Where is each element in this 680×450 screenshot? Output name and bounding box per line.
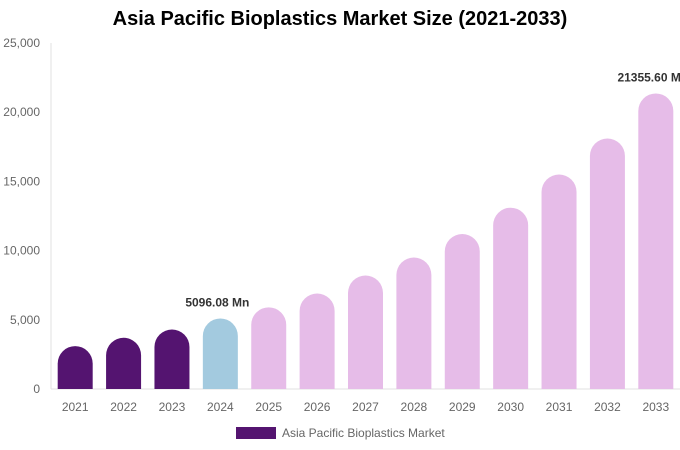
x-tick-label: 2029	[449, 400, 476, 414]
y-tick-label: 5,000	[10, 313, 40, 327]
bar-2024	[202, 318, 238, 389]
bar-2033	[638, 93, 674, 389]
y-tick-label: 10,000	[3, 244, 40, 258]
bar-2027	[348, 275, 383, 389]
legend-label: Asia Pacific Bioplastics Market	[282, 426, 445, 440]
x-tick-label: 2025	[255, 400, 282, 414]
bar-2026	[299, 293, 335, 389]
bar-2032	[589, 138, 625, 389]
data-label-2033: 21355.60 Mn	[617, 70, 680, 84]
legend-swatch	[236, 427, 276, 439]
x-tick-label: 2032	[594, 400, 621, 414]
y-tick-label: 0	[33, 382, 40, 396]
x-tick-label: 2030	[497, 400, 524, 414]
x-tick-label: 2026	[304, 400, 331, 414]
y-tick-label: 15,000	[3, 174, 40, 188]
chart-title: Asia Pacific Bioplastics Market Size (20…	[112, 8, 568, 30]
bar-2025	[251, 307, 287, 389]
data-label-2024: 5096.08 Mn	[185, 295, 249, 309]
x-tick-label: 2031	[546, 400, 573, 414]
x-tick-label: 2028	[401, 400, 428, 414]
bar-2021	[57, 346, 93, 389]
y-tick-label: 25,000	[3, 36, 40, 50]
bar-2022	[106, 337, 142, 389]
x-tick-label: 2033	[642, 400, 669, 414]
legend: Asia Pacific Bioplastics Market	[236, 426, 445, 440]
x-tick-label: 2024	[207, 400, 234, 414]
x-tick-label: 2027	[352, 400, 379, 414]
bar-2031	[541, 174, 577, 389]
bar-2030	[493, 207, 529, 389]
bar-2028	[396, 257, 432, 389]
x-tick-label: 2022	[110, 400, 137, 414]
x-tick-label: 2021	[62, 400, 89, 414]
x-tick-label: 2023	[159, 400, 186, 414]
bar-2029	[444, 233, 480, 389]
y-tick-label: 20,000	[3, 105, 40, 119]
bar-2023	[154, 329, 190, 389]
